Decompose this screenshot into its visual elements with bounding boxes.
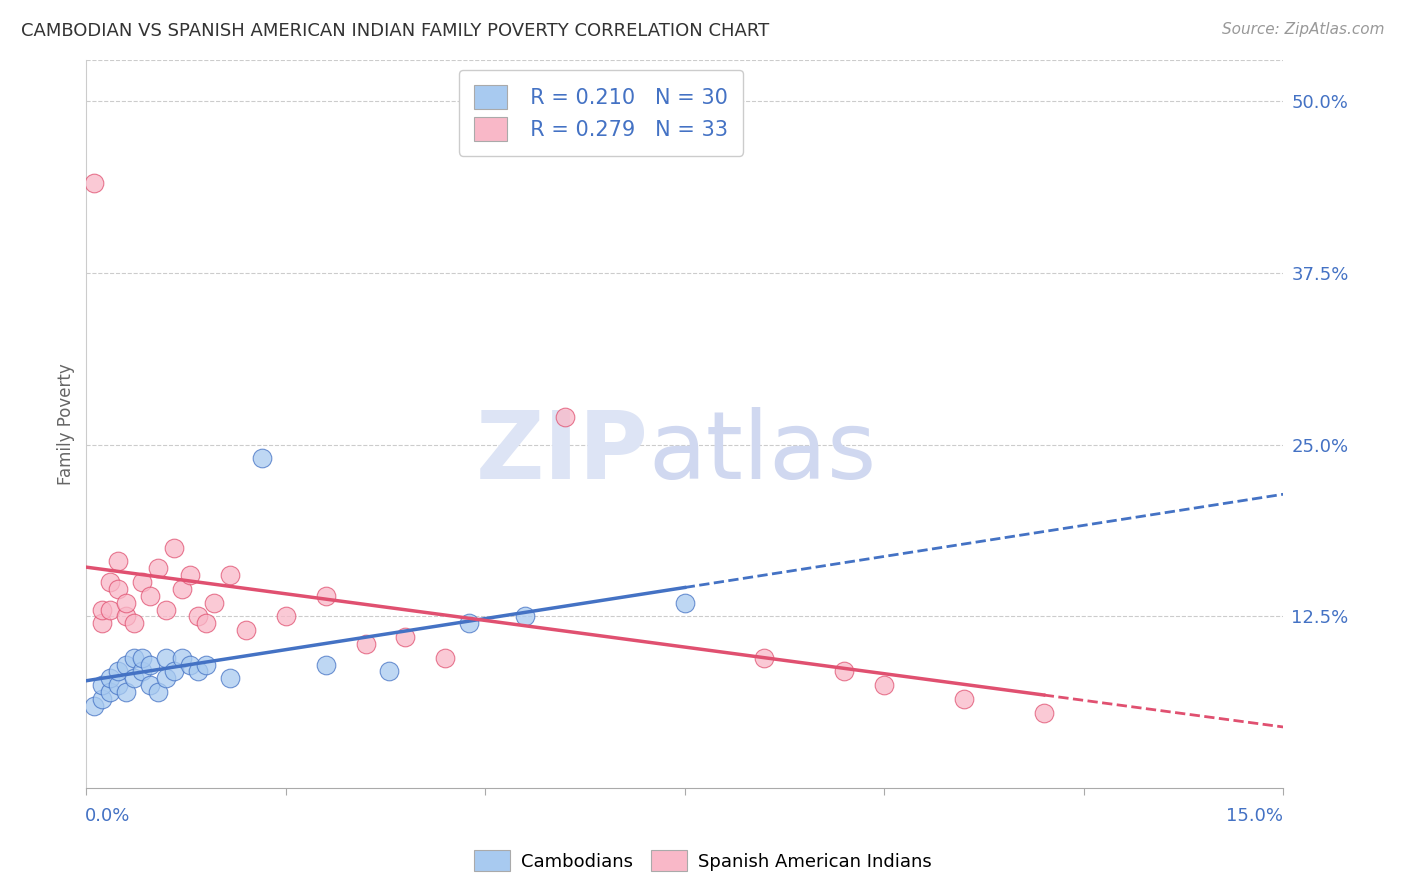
Point [163,665,186,679]
Point [202,596,225,610]
Y-axis label: Family Poverty: Family Poverty [58,363,75,485]
Text: CAMBODIAN VS SPANISH AMERICAN INDIAN FAMILY POVERTY CORRELATION CHART: CAMBODIAN VS SPANISH AMERICAN INDIAN FAM… [21,22,769,40]
Point [513,609,536,624]
Point [155,650,177,665]
Point [107,554,129,568]
Point [170,582,193,596]
Point [354,637,377,651]
Point [1032,706,1054,720]
Point [146,685,169,699]
Text: 0.0%: 0.0% [86,806,131,824]
Point [219,671,242,685]
Point [115,609,138,624]
Point [250,451,273,466]
Legend:   R = 0.210   N = 30,   R = 0.279   N = 33: R = 0.210 N = 30, R = 0.279 N = 33 [458,70,742,155]
Legend: Cambodians, Spanish American Indians: Cambodians, Spanish American Indians [467,843,939,879]
Point [139,678,162,692]
Point [139,657,162,672]
Point [378,665,401,679]
Point [122,671,145,685]
Point [179,657,201,672]
Point [458,616,481,631]
Point [754,650,776,665]
Point [131,665,153,679]
Point [98,671,121,685]
Text: ZIP: ZIP [475,407,648,500]
Point [673,596,696,610]
Point [315,589,337,603]
Point [554,410,576,425]
Point [107,665,129,679]
Point [115,596,138,610]
Point [832,665,855,679]
Point [83,177,105,191]
Point [139,589,162,603]
Point [91,616,114,631]
Point [91,678,114,692]
Point [122,616,145,631]
Text: atlas: atlas [648,407,877,500]
Point [122,650,145,665]
Point [194,657,217,672]
Point [98,685,121,699]
Point [219,568,242,582]
Point [115,685,138,699]
Point [98,575,121,590]
Point [394,630,416,644]
Point [107,582,129,596]
Point [155,602,177,616]
Point [83,698,105,713]
Point [131,650,153,665]
Point [187,609,209,624]
Point [146,561,169,575]
Point [91,692,114,706]
Text: 15.0%: 15.0% [1226,806,1284,824]
Point [131,575,153,590]
Point [953,692,976,706]
Point [315,657,337,672]
Point [170,650,193,665]
Point [434,650,457,665]
Point [98,602,121,616]
Point [163,541,186,555]
Point [155,671,177,685]
Point [235,623,257,637]
Point [107,678,129,692]
Point [873,678,896,692]
Point [91,602,114,616]
Text: Source: ZipAtlas.com: Source: ZipAtlas.com [1222,22,1385,37]
Point [115,657,138,672]
Point [194,616,217,631]
Point [274,609,297,624]
Point [179,568,201,582]
Point [187,665,209,679]
